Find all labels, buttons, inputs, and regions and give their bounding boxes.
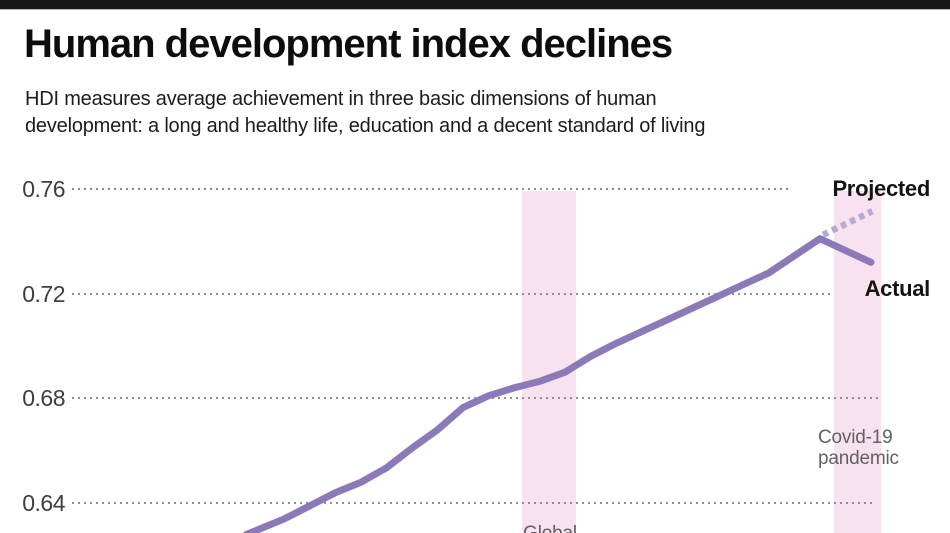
projected-label: Projected (832, 176, 930, 201)
chart-subtitle: HDI measures average achievement in thre… (25, 86, 940, 140)
y-tick-label: 0.64 (22, 490, 65, 517)
page-title: Human development index declines (24, 22, 673, 66)
y-gridline (72, 502, 876, 505)
global-crisis-annotation: Global (505, 523, 595, 533)
covid-pandemic-annotation: Covid-19 pandemic (818, 427, 899, 469)
y-gridline (72, 188, 788, 190)
covid-annotation-line1: Covid-19 (818, 427, 893, 448)
actual-label: Actual (864, 276, 931, 301)
top-accent-bar (0, 0, 950, 10)
y-gridline (72, 292, 830, 295)
projected-hdi-line (821, 208, 874, 238)
subtitle-line-2: development: a long and healthy life, ed… (25, 115, 706, 137)
y-tick-label: 0.68 (22, 385, 65, 412)
y-tick-label: 0.72 (22, 280, 65, 307)
y-tick-label: 0.76 (22, 176, 65, 202)
subtitle-line-1: HDI measures average achievement in thre… (25, 88, 657, 110)
highlight-band (521, 191, 577, 533)
covid-annotation-line2: pandemic (818, 448, 899, 469)
actual-hdi-line (243, 235, 875, 533)
